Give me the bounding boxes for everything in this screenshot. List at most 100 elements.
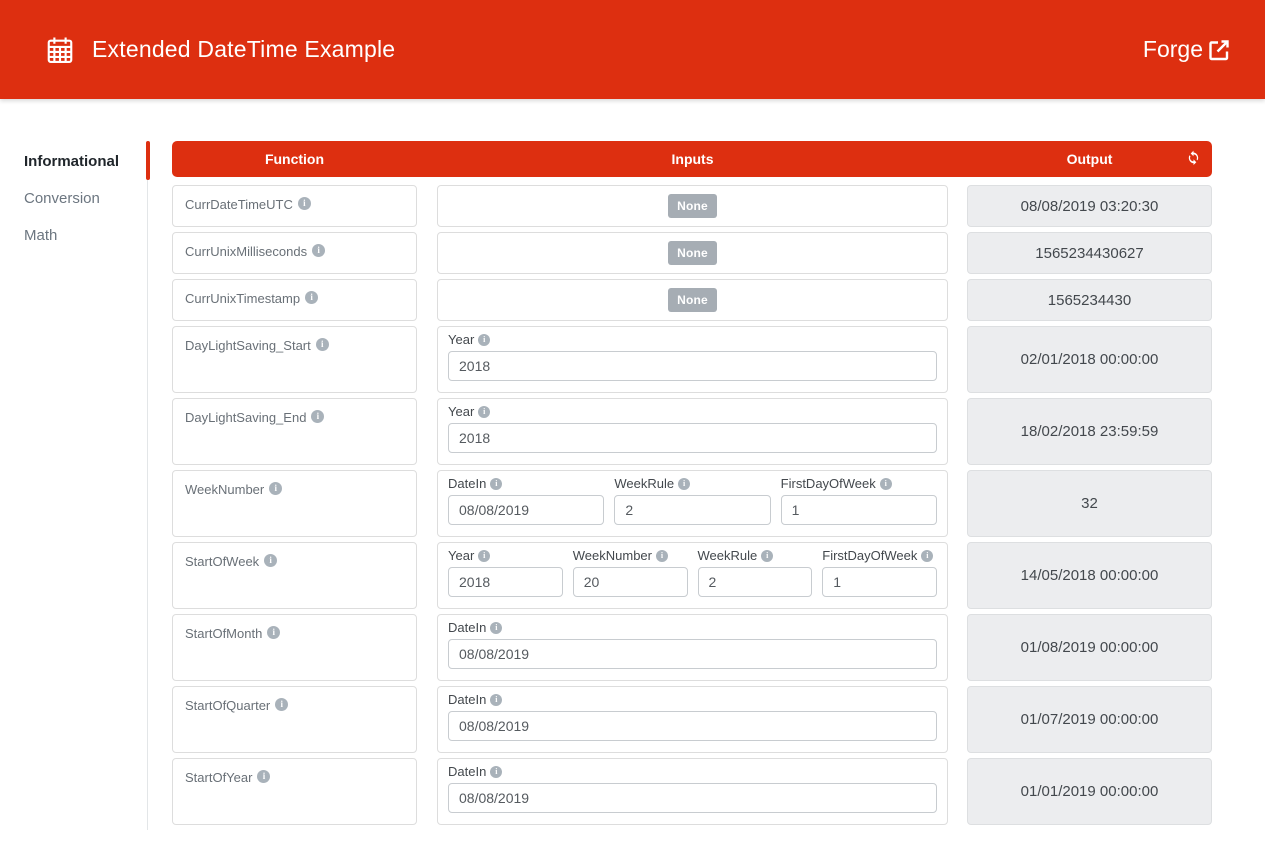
output-value: 08/08/2019 03:20:30 (1020, 197, 1159, 215)
inputs-cell: None (437, 185, 948, 227)
weekrule-input[interactable] (614, 495, 771, 525)
input-group-weekrule: WeekRule i (697, 548, 813, 597)
output-cell: 14/05/2018 00:00:00 (967, 542, 1212, 609)
column-header-inputs: Inputs (671, 151, 714, 167)
info-icon[interactable]: i (267, 626, 281, 639)
table-row: CurrUnixTimestamp i None 1565234430 (172, 279, 1212, 321)
info-icon[interactable]: i (305, 291, 319, 304)
firstdayofweek-input[interactable] (822, 567, 937, 597)
info-icon[interactable]: i (879, 478, 892, 490)
output-value: 1565234430 (1047, 291, 1132, 309)
info-icon[interactable]: i (490, 478, 503, 490)
input-group-year: Year i (448, 405, 937, 453)
sidebar-item-math[interactable]: Math (0, 217, 147, 254)
info-icon[interactable]: i (678, 478, 691, 490)
datein-input[interactable] (448, 711, 937, 741)
inputs-cell: None (437, 279, 948, 321)
output-value: 01/01/2019 00:00:00 (1020, 783, 1159, 800)
output-value: 32 (1081, 495, 1098, 512)
input-label: DateIn i (448, 477, 604, 491)
sidebar-item-label: Conversion (24, 190, 100, 207)
inputs-cell: None (437, 232, 948, 274)
sidebar-item-informational[interactable]: Informational (0, 141, 150, 180)
output-cell: 18/02/2018 23:59:59 (967, 398, 1212, 465)
input-row: Year i (448, 405, 937, 453)
input-label-text: FirstDayOfWeek (822, 548, 918, 563)
year-input[interactable] (448, 423, 937, 453)
refresh-button[interactable] (1184, 148, 1203, 170)
output-cell: 01/08/2019 00:00:00 (967, 614, 1212, 681)
function-rows: CurrDateTimeUTC i None 08/08/2019 03:20:30 C… (172, 185, 1212, 825)
output-cell: 1565234430 (967, 279, 1212, 321)
info-icon[interactable]: i (478, 334, 491, 346)
info-icon[interactable]: i (275, 698, 289, 711)
function-cell: StartOfWeek i (172, 542, 417, 609)
calendar-icon (45, 35, 75, 65)
firstdayofweek-input[interactable] (780, 495, 937, 525)
forge-link[interactable]: Forge (1143, 36, 1231, 63)
function-name: StartOfWeek (185, 554, 260, 569)
year-input[interactable] (448, 351, 937, 381)
app-header: Extended DateTime Example Forge (0, 0, 1265, 99)
info-icon[interactable]: i (269, 482, 283, 495)
inputs-cell: DateIniWeekRuleiFirstDayOfWeeki (437, 470, 948, 537)
input-label: Year i (448, 549, 563, 563)
input-label: DateIn i (448, 621, 937, 635)
page-title: Extended DateTime Example (92, 36, 396, 62)
info-icon[interactable]: i (655, 550, 668, 562)
info-icon[interactable]: i (490, 766, 503, 778)
function-name: CurrUnixTimestamp (185, 291, 301, 306)
info-icon[interactable]: i (490, 694, 503, 706)
info-icon[interactable]: i (257, 770, 271, 783)
input-label-text: WeekRule (614, 476, 675, 491)
sidebar-item-label: Math (24, 227, 58, 244)
input-group-datein: DateIn i (448, 621, 937, 669)
inputs-cell: DateIn i (437, 758, 948, 825)
datein-input[interactable] (448, 783, 937, 813)
output-value: 01/08/2019 00:00:00 (1020, 639, 1159, 656)
input-group-datein: DateIn i (448, 477, 605, 525)
info-icon[interactable]: i (490, 622, 503, 634)
input-label: DateIn i (448, 693, 937, 707)
datein-input[interactable] (448, 639, 937, 669)
sidebar-item-conversion[interactable]: Conversion (0, 180, 147, 217)
year-input[interactable] (448, 567, 563, 597)
info-icon[interactable]: i (315, 338, 329, 351)
sidebar-item-label: Informational (24, 153, 120, 170)
function-cell: CurrUnixMilliseconds i (172, 232, 417, 274)
forge-link-label: Forge (1142, 36, 1203, 62)
input-group-datein: DateIn i (448, 765, 937, 813)
input-label: WeekNumber i (573, 549, 688, 563)
function-name: DayLightSaving_End (185, 410, 307, 425)
output-value: 1565234430627 (1035, 244, 1144, 262)
input-label: WeekRule i (614, 477, 770, 491)
inputs-cell: Year i (437, 398, 948, 465)
weeknumber-input[interactable] (572, 567, 688, 597)
datein-input[interactable] (448, 495, 605, 525)
inputs-cell: DateIn i (437, 614, 948, 681)
input-group-weekrule: WeekRule i (614, 477, 771, 525)
info-icon[interactable]: i (921, 550, 934, 562)
function-cell: CurrDateTimeUTC i (172, 185, 417, 227)
info-icon[interactable]: i (311, 410, 325, 423)
weekrule-input[interactable] (697, 567, 813, 597)
info-icon[interactable]: i (297, 197, 311, 210)
input-label-text: DateIn (448, 764, 487, 779)
info-icon[interactable]: i (478, 406, 491, 418)
table-row: DayLightSaving_StartiYeari02/01/2018 00:… (172, 326, 1212, 393)
none-badge: None (668, 288, 717, 312)
input-label-text: Year (448, 332, 475, 347)
input-label: FirstDayOfWeek i (822, 549, 937, 563)
input-label-text: WeekNumber (572, 548, 652, 563)
input-group-year: Year i (448, 333, 937, 381)
info-icon[interactable]: i (264, 554, 278, 567)
info-icon[interactable]: i (478, 550, 491, 562)
input-label-text: WeekRule (697, 548, 758, 563)
input-group-firstdayofweek: FirstDayOfWeek i (780, 477, 937, 525)
info-icon[interactable]: i (761, 550, 774, 562)
active-tab-indicator (146, 141, 150, 180)
input-group-datein: DateIn i (448, 693, 937, 741)
info-icon[interactable]: i (312, 244, 326, 257)
refresh-icon (1186, 150, 1201, 168)
function-name: StartOfMonth (185, 626, 263, 641)
